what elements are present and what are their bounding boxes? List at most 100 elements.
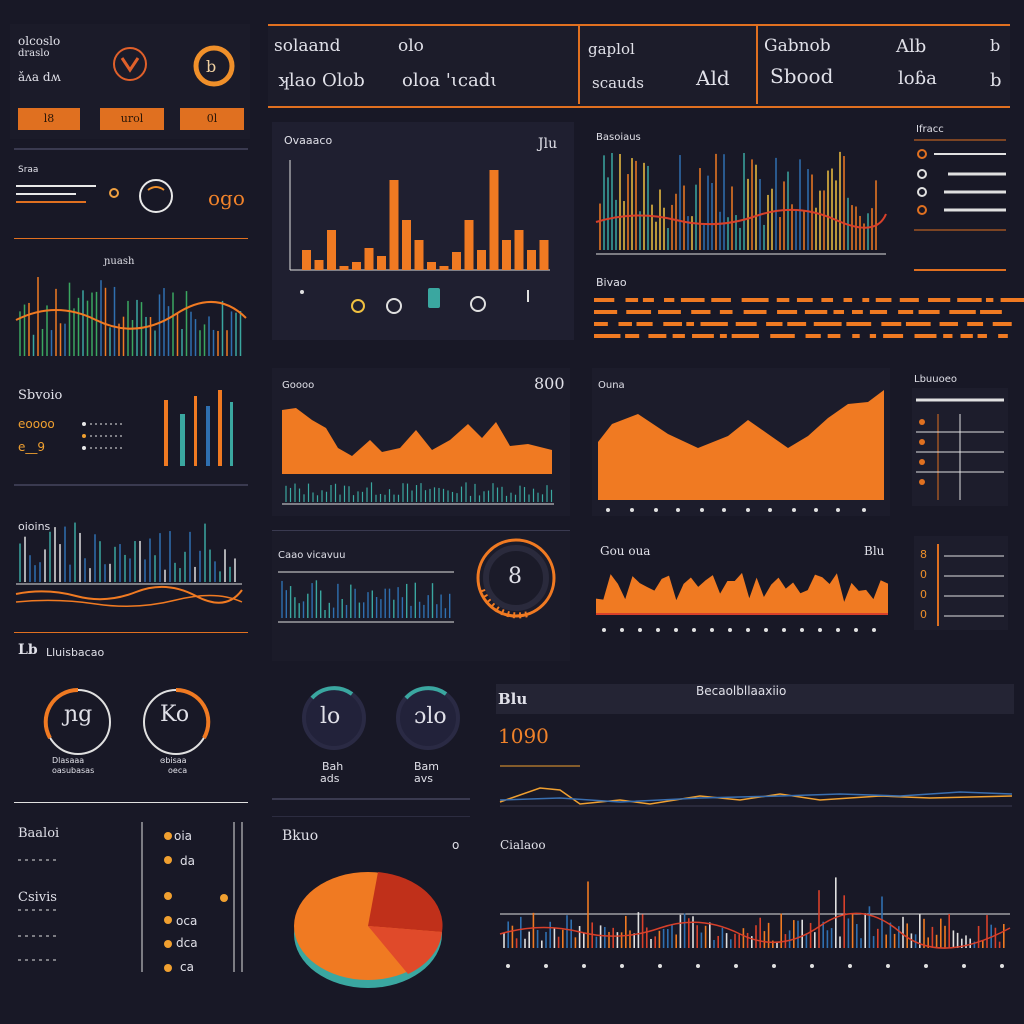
- line-panel-chart: [499, 765, 1013, 807]
- row-bar: [626, 310, 652, 314]
- spike-bar-chart: [595, 151, 887, 255]
- row-bar: [735, 322, 757, 326]
- row-bar: [636, 322, 653, 326]
- pie-panel-title: Bkuo: [282, 828, 319, 844]
- row-bar: [928, 298, 951, 302]
- filter-button-2[interactable]: urol: [100, 108, 164, 130]
- gauge-panel-title: Caao vicavuu: [278, 550, 346, 561]
- bottom-title-b: Csivis: [18, 890, 57, 905]
- bottom-item: da: [180, 854, 195, 868]
- x-tick: [630, 508, 634, 512]
- row-bar: [658, 310, 681, 314]
- bottom-title-a: Baaloi: [18, 826, 60, 841]
- area-a-value: 800: [534, 374, 565, 393]
- row-bar: [731, 334, 759, 338]
- header-cell-sub: b: [990, 70, 1002, 91]
- bar: [464, 220, 474, 270]
- main-bar-chart: [289, 160, 550, 271]
- status-a: eoooo: [18, 417, 55, 431]
- header-cell-title: solaand: [274, 36, 341, 56]
- x-tick: [818, 628, 822, 632]
- pie-panel-close[interactable]: o: [452, 838, 460, 852]
- dial-a-value: lo: [320, 704, 341, 729]
- x-tick: [620, 628, 624, 632]
- side-table-2: 8 0 0 0: [914, 536, 1008, 630]
- groups-chart: [15, 522, 243, 607]
- row-bar: [914, 334, 937, 338]
- trend-line: [15, 585, 243, 604]
- row-bar: [869, 334, 877, 338]
- filter-button-1[interactable]: l8: [18, 108, 80, 130]
- x-tick: [620, 964, 624, 968]
- badge-circle-icon[interactable]: b: [190, 40, 236, 87]
- dial-b: [396, 686, 460, 750]
- row-bar: [777, 310, 798, 314]
- row-bar: [918, 310, 940, 314]
- header-cell-title: olo: [398, 36, 424, 56]
- x-tick: [800, 628, 804, 632]
- row-bar: [743, 310, 767, 314]
- divider: [14, 802, 248, 803]
- side-table-title: Lbuuoeo: [914, 374, 957, 385]
- svg-text:8: 8: [920, 548, 927, 561]
- header-cell-title: gaplol: [588, 40, 635, 58]
- app-sub-label: ǎʌa dʍ: [18, 70, 61, 84]
- bottom-item: oca: [176, 914, 198, 928]
- list-panel[interactable]: [914, 139, 1010, 272]
- divider: [272, 798, 470, 800]
- x-tick: [924, 964, 928, 968]
- big-gauge-value: 8: [508, 564, 522, 589]
- filter-button-3[interactable]: 0l: [180, 108, 244, 130]
- row-bar: [1000, 298, 1024, 302]
- app-subtitle: draslo: [18, 48, 50, 59]
- row-bar: [594, 322, 608, 326]
- x-tick: [872, 628, 876, 632]
- row-bar: [980, 310, 1002, 314]
- row-bar: [805, 334, 821, 338]
- line-panel-title: Becaolbllaaxiio: [696, 684, 787, 698]
- bar: [352, 262, 361, 270]
- row-bar: [960, 334, 973, 338]
- header-divider: [578, 26, 580, 104]
- gauge-b: [143, 687, 211, 755]
- divider: [14, 238, 248, 239]
- row-bar: [700, 322, 728, 326]
- header-cell-sub: Sbood: [770, 64, 834, 88]
- x-tick: [810, 964, 814, 968]
- bar: [302, 250, 311, 270]
- mid-chart-corner: Blu: [864, 544, 885, 558]
- row-bar: [869, 310, 888, 314]
- bar: [389, 180, 399, 270]
- line-panel-value: 1090: [498, 724, 549, 748]
- row2-lines: [16, 185, 119, 203]
- header-cell-sub: scauds: [592, 74, 645, 92]
- row-bar: [883, 334, 904, 338]
- row-bar: [648, 334, 667, 338]
- row-bar: [898, 310, 914, 314]
- alert-circle-icon[interactable]: [112, 42, 156, 86]
- x-tick: [734, 964, 738, 968]
- x-tick: [746, 628, 750, 632]
- x-tick: [768, 508, 772, 512]
- lb-title: Lb: [18, 642, 38, 658]
- x-tick: [700, 508, 704, 512]
- row-bar: [664, 298, 675, 302]
- row-bar: [899, 298, 919, 302]
- bar: [364, 248, 374, 270]
- row-bar: [625, 334, 640, 338]
- row-bar: [680, 298, 705, 302]
- x-tick: [722, 508, 726, 512]
- row-bar: [787, 322, 807, 326]
- row-bar: [985, 298, 994, 302]
- x-tick: [782, 628, 786, 632]
- bottom-list-dots: [141, 822, 243, 972]
- row-bar: [843, 298, 853, 302]
- face-icon: [139, 179, 173, 213]
- x-tick: [848, 964, 852, 968]
- area-b-title: Ouna: [598, 380, 625, 391]
- row-bar: [625, 298, 639, 302]
- trend-line: [499, 912, 1011, 949]
- x-tick: [696, 964, 700, 968]
- row-bar: [957, 298, 982, 302]
- divider: [14, 632, 248, 633]
